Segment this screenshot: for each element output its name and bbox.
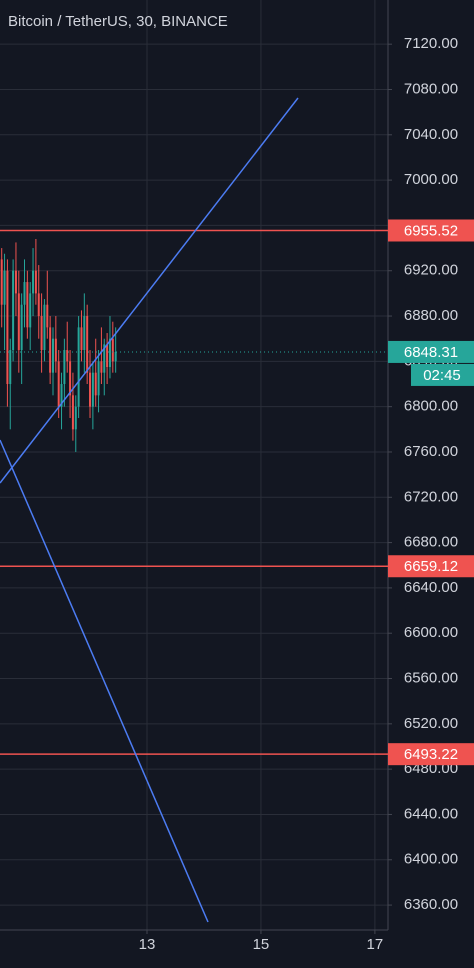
y-tick-label: 6920.00 <box>404 262 458 279</box>
candle-body <box>57 361 60 407</box>
candle-body <box>94 372 97 396</box>
trend-line <box>0 439 209 923</box>
candle-body <box>71 395 74 430</box>
candle-body <box>26 282 29 328</box>
candle-body <box>74 406 77 430</box>
y-tick-label: 6400.00 <box>404 851 458 868</box>
candle-body <box>17 293 20 351</box>
candle-body <box>97 361 100 396</box>
candle-body <box>46 304 49 328</box>
candle-body <box>89 372 92 407</box>
candle-body <box>3 270 6 305</box>
candles <box>0 229 388 755</box>
y-tick-label: 6600.00 <box>404 624 458 641</box>
candle-body <box>9 350 12 385</box>
candle-body <box>108 338 111 368</box>
x-tick-label: 17 <box>367 936 384 953</box>
candle-body <box>40 316 43 351</box>
candle-body <box>37 293 40 317</box>
candle-body <box>12 270 15 351</box>
last-price-box <box>388 340 474 363</box>
candle-body <box>51 338 54 373</box>
candle-body <box>114 351 117 362</box>
candle-body <box>86 316 89 373</box>
candle-body <box>14 270 17 294</box>
y-tick-label: 6560.00 <box>404 669 458 686</box>
axis-labels: 6360.006400.006440.006480.006520.006560.… <box>139 35 474 953</box>
y-tick-label: 7120.00 <box>404 35 458 52</box>
level-label-box <box>388 555 474 578</box>
candle-body <box>32 270 35 294</box>
candle-body <box>0 259 3 305</box>
candle-body <box>66 350 69 362</box>
y-tick-label: 6640.00 <box>404 579 458 596</box>
y-tick-label: 7040.00 <box>404 126 458 143</box>
x-tick-label: 13 <box>139 936 156 953</box>
candle-body <box>29 293 32 328</box>
y-tick-label: 6720.00 <box>404 488 458 505</box>
candle-body <box>106 344 109 368</box>
candle-body <box>23 282 26 305</box>
candle-body <box>100 361 103 373</box>
candle-body <box>63 350 66 385</box>
y-tick-label: 7000.00 <box>404 171 458 188</box>
grid <box>0 0 388 930</box>
countdown-box <box>411 363 474 386</box>
y-tick-label: 6520.00 <box>404 715 458 732</box>
candle-body <box>91 372 94 407</box>
candle-body <box>20 304 23 351</box>
candle-body <box>80 327 83 351</box>
y-tick-label: 6680.00 <box>404 534 458 551</box>
candle-body <box>111 338 114 362</box>
x-tick-label: 15 <box>253 936 270 953</box>
chart-title: Bitcoin / TetherUS, 30, BINANCE <box>8 13 228 30</box>
candle-body <box>6 270 9 385</box>
trend-line <box>0 97 299 484</box>
candle-body <box>69 361 72 396</box>
level-label: 6493.22 <box>404 746 458 763</box>
candle-body <box>77 327 80 407</box>
candle-body <box>54 338 57 362</box>
candle-body <box>34 270 37 294</box>
y-tick-label: 6760.00 <box>404 443 458 460</box>
y-tick-label: 6880.00 <box>404 307 458 324</box>
y-tick-label: 6360.00 <box>404 896 458 913</box>
candle-body <box>49 327 52 373</box>
last-price-label: 6848.31 <box>404 344 458 361</box>
level-label: 6659.12 <box>404 558 458 575</box>
level-label: 6955.52 <box>404 222 458 239</box>
candle-body <box>83 316 86 351</box>
level-label-box <box>388 219 474 242</box>
countdown: 02:45 <box>423 367 461 384</box>
candle-body <box>43 304 46 351</box>
level-label-box <box>388 743 474 766</box>
candle-body <box>103 344 106 373</box>
candle-body <box>60 384 63 407</box>
y-tick-label: 6800.00 <box>404 398 458 415</box>
y-tick-label: 6440.00 <box>404 805 458 822</box>
y-tick-label: 7080.00 <box>404 80 458 97</box>
